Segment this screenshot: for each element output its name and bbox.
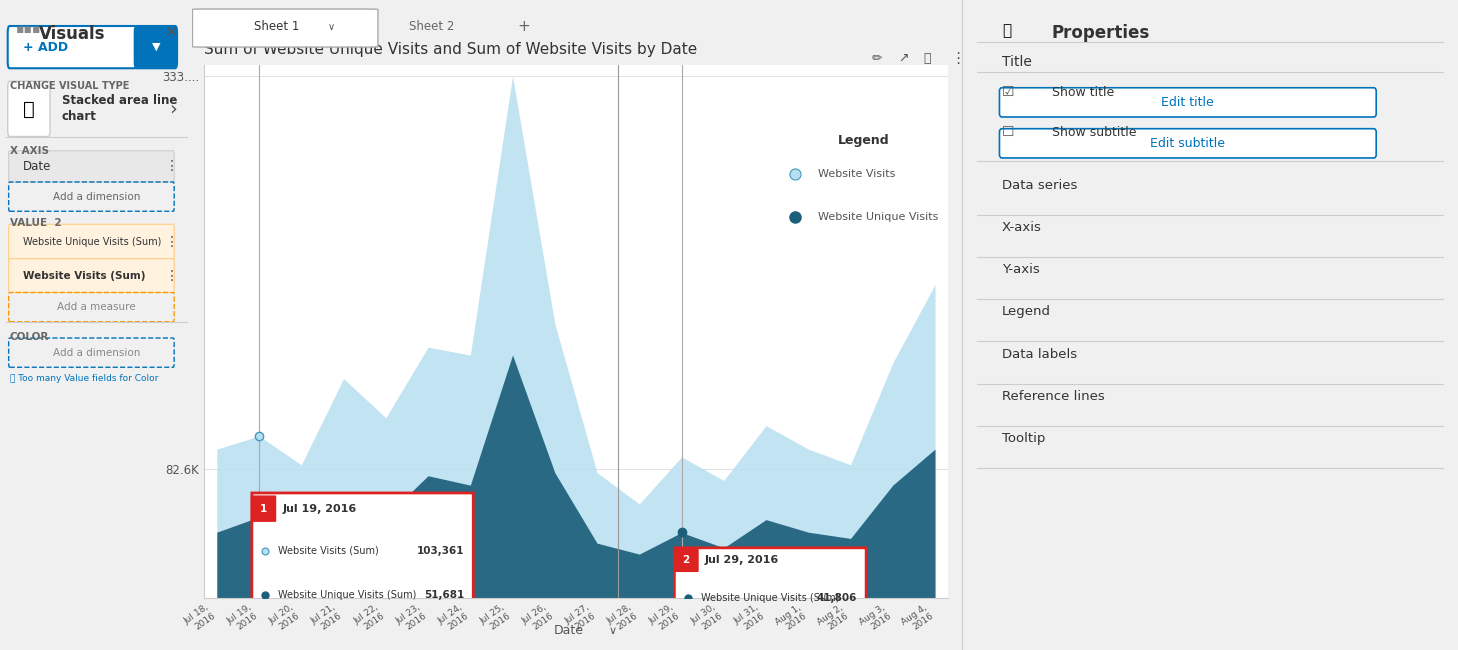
Text: Title: Title [1002, 55, 1032, 70]
Text: ∨: ∨ [608, 626, 617, 636]
Text: 51,681: 51,681 [424, 590, 464, 600]
Text: Date: Date [23, 160, 51, 173]
Text: Website Unique Visits (Sum): Website Unique Visits (Sum) [700, 593, 838, 603]
Text: Sheet 1: Sheet 1 [254, 20, 300, 33]
Text: X-axis: X-axis [1002, 221, 1042, 234]
Text: ›: › [169, 99, 176, 119]
Text: ☐: ☐ [1002, 125, 1015, 139]
Text: Y-axis: Y-axis [1002, 263, 1040, 276]
Text: ⋮: ⋮ [165, 159, 179, 174]
Text: Tooltip: Tooltip [1002, 432, 1045, 445]
Text: ⋮: ⋮ [165, 268, 179, 283]
FancyBboxPatch shape [7, 26, 137, 68]
Text: chart: chart [61, 111, 96, 124]
Text: 103,361: 103,361 [417, 546, 464, 556]
Text: Data series: Data series [1002, 179, 1077, 192]
Text: Sum of Website Unique Visits and Sum of Website Visits by Date: Sum of Website Unique Visits and Sum of … [204, 42, 697, 57]
Text: Website Unique Visits: Website Unique Visits [818, 212, 939, 222]
Text: Add a dimension: Add a dimension [52, 348, 140, 358]
Text: 2: 2 [682, 555, 690, 566]
Text: ↗: ↗ [898, 52, 908, 65]
Text: Show subtitle: Show subtitle [1051, 126, 1136, 139]
Text: Sheet 2: Sheet 2 [408, 20, 455, 33]
Text: Add a dimension: Add a dimension [52, 192, 140, 202]
Text: ⋮: ⋮ [951, 51, 965, 66]
FancyBboxPatch shape [251, 496, 276, 521]
Text: ▼: ▼ [152, 42, 160, 52]
Text: Website Visits (Sum): Website Visits (Sum) [278, 546, 379, 556]
Text: ▪▪▪: ▪▪▪ [16, 23, 41, 36]
Text: Stacked area line: Stacked area line [61, 94, 176, 107]
Text: Website Unique Visits (Sum): Website Unique Visits (Sum) [23, 237, 162, 248]
Text: ⋮: ⋮ [165, 235, 179, 250]
FancyBboxPatch shape [192, 9, 378, 47]
FancyBboxPatch shape [9, 224, 174, 260]
FancyBboxPatch shape [9, 151, 174, 182]
Text: 📊: 📊 [1002, 23, 1010, 38]
Text: ∨: ∨ [328, 22, 335, 32]
FancyBboxPatch shape [675, 548, 866, 626]
FancyBboxPatch shape [1000, 88, 1376, 117]
Text: Edit title: Edit title [1162, 96, 1215, 109]
FancyBboxPatch shape [134, 26, 176, 68]
FancyBboxPatch shape [252, 493, 474, 626]
Text: Website Unique Visits (Sum): Website Unique Visits (Sum) [278, 590, 417, 600]
FancyBboxPatch shape [9, 259, 174, 292]
Text: 41,806: 41,806 [816, 593, 857, 603]
Text: Data labels: Data labels [1002, 348, 1077, 361]
Text: Properties: Properties [1051, 24, 1150, 42]
Text: Reference lines: Reference lines [1002, 390, 1105, 403]
FancyBboxPatch shape [1000, 129, 1376, 158]
FancyBboxPatch shape [7, 81, 50, 136]
Text: CHANGE VISUAL TYPE: CHANGE VISUAL TYPE [10, 81, 128, 91]
Text: 1: 1 [260, 504, 267, 514]
Text: 📊: 📊 [23, 99, 35, 119]
Text: Edit subtitle: Edit subtitle [1150, 137, 1225, 150]
Text: COLOR: COLOR [10, 332, 50, 341]
Text: Website Visits (Sum): Website Visits (Sum) [23, 270, 146, 281]
Text: +: + [518, 20, 529, 34]
Text: 💡: 💡 [923, 52, 932, 65]
Text: Add a measure: Add a measure [57, 302, 136, 313]
Text: X AXIS: X AXIS [10, 146, 48, 156]
Text: Show title: Show title [1051, 86, 1114, 99]
Text: + ADD: + ADD [23, 40, 69, 54]
Text: Jul 19, 2016: Jul 19, 2016 [283, 504, 357, 514]
Text: Jul 29, 2016: Jul 29, 2016 [704, 555, 779, 566]
Text: ✕: ✕ [165, 25, 176, 40]
Text: ✏: ✏ [870, 52, 882, 65]
Text: Website Visits: Website Visits [818, 169, 895, 179]
Text: Legend: Legend [1002, 306, 1051, 318]
Text: Legend: Legend [838, 134, 889, 147]
Text: Visuals: Visuals [38, 25, 105, 43]
Text: VALUE  2: VALUE 2 [10, 218, 61, 227]
Text: ⓘ Too many Value fields for Color: ⓘ Too many Value fields for Color [10, 374, 157, 383]
Text: ☑: ☑ [1002, 84, 1015, 99]
Text: Date: Date [554, 624, 583, 637]
FancyBboxPatch shape [674, 549, 698, 571]
